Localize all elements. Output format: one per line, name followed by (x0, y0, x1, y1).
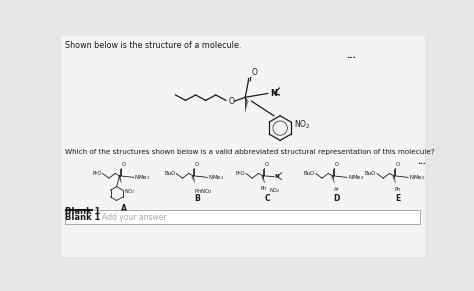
Text: NMe$_2$: NMe$_2$ (208, 173, 224, 182)
Text: O: O (396, 162, 400, 167)
Text: Blank 1: Blank 1 (65, 207, 101, 216)
Text: A: A (121, 204, 127, 213)
Text: O: O (121, 162, 125, 167)
Text: PrO: PrO (236, 171, 245, 176)
FancyBboxPatch shape (65, 210, 420, 224)
Text: NO$_2$: NO$_2$ (124, 188, 136, 196)
Text: PrO: PrO (92, 171, 102, 176)
Text: Ph: Ph (261, 186, 267, 191)
Text: Ar: Ar (334, 187, 339, 191)
Text: C: C (264, 194, 270, 203)
Text: ...: ... (346, 51, 356, 60)
Text: Ph: Ph (395, 187, 401, 191)
Text: Shown below is the structure of a molecule.: Shown below is the structure of a molecu… (65, 41, 242, 50)
Text: N: N (275, 174, 279, 179)
Text: D: D (334, 194, 340, 203)
Text: B: B (194, 194, 200, 203)
Text: O: O (264, 162, 269, 167)
Text: NMe$_2$: NMe$_2$ (409, 173, 425, 182)
Text: NMe$_2$: NMe$_2$ (347, 173, 364, 182)
Text: O: O (334, 162, 338, 167)
Text: BuO: BuO (365, 171, 376, 176)
Text: Add your answer: Add your answer (102, 213, 166, 222)
Text: NMe$_2$: NMe$_2$ (135, 173, 151, 182)
Text: NO$_2$: NO$_2$ (294, 119, 311, 131)
Text: E: E (395, 194, 401, 203)
Text: PhNO$_2$: PhNO$_2$ (194, 187, 212, 196)
Text: O: O (251, 68, 257, 77)
Text: BuO: BuO (164, 171, 175, 176)
FancyBboxPatch shape (61, 36, 425, 258)
Text: Which of the structures shown below is a valid abbreviated structural representa: Which of the structures shown below is a… (65, 149, 435, 155)
Text: N: N (270, 89, 277, 98)
Text: O: O (228, 97, 234, 106)
Text: Blank 1: Blank 1 (65, 213, 101, 222)
Text: BuO: BuO (304, 171, 315, 176)
Text: ...: ... (417, 157, 426, 166)
Text: O: O (195, 162, 199, 167)
Text: NO$_2$: NO$_2$ (269, 186, 281, 195)
